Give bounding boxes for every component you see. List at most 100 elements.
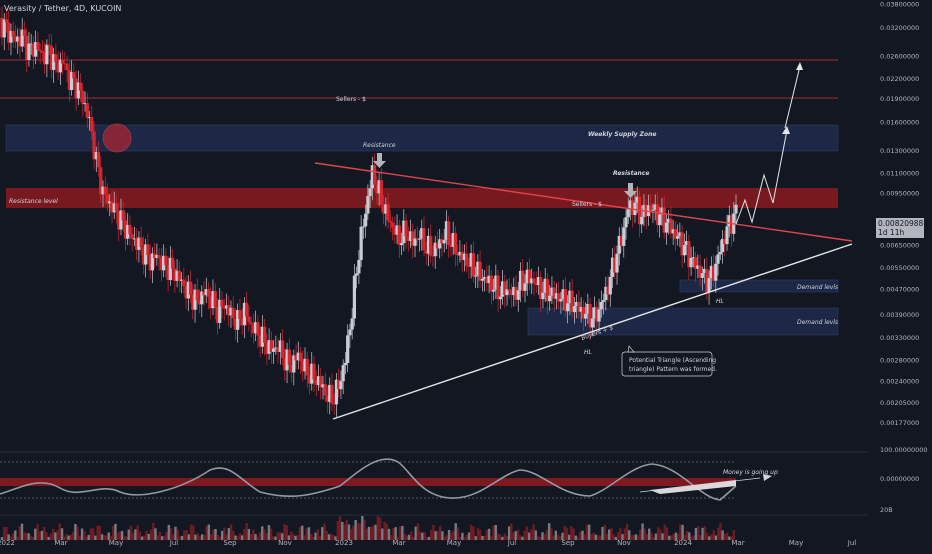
oscillator-tick-zero: 0.00000000 <box>880 475 919 483</box>
candle-body-168 <box>373 165 377 185</box>
candle-body-32 <box>67 69 71 90</box>
time-tick-4: Sep <box>223 539 237 547</box>
resistance-trendline[interactable] <box>314 162 853 242</box>
volume-bar-285 <box>634 534 638 540</box>
volume-bar-245 <box>545 530 549 540</box>
volume-bar-176 <box>392 528 395 540</box>
candle-body-326 <box>727 215 731 227</box>
volume-bar-213 <box>474 536 477 540</box>
candle-body-127 <box>280 340 285 359</box>
candle-body-151 <box>334 379 339 405</box>
volume-bar-163 <box>363 519 366 540</box>
projection-arrowhead-mid <box>782 126 790 134</box>
volume-bar-151 <box>336 521 340 540</box>
breakdown-highlight-circle <box>102 123 132 153</box>
volume-bar-321 <box>714 535 718 540</box>
candle-body-306 <box>682 244 686 256</box>
volume-bar-139 <box>309 534 313 540</box>
volume-bar-33 <box>74 524 77 540</box>
support-trendline[interactable] <box>332 243 853 420</box>
candle-body-175 <box>388 220 392 223</box>
time-tick-1: Mar <box>54 539 67 547</box>
candle-body-309 <box>689 257 693 268</box>
volume-bar-89 <box>198 536 202 540</box>
volume-bar-277 <box>616 532 620 540</box>
time-axis[interactable]: 2022 Mar May Jul Sep Nov 2023 Mar May Jul Sep Nov 20… <box>0 539 856 547</box>
candle-body-155 <box>343 363 348 366</box>
volume-bar-275 <box>612 533 615 540</box>
candle-body-126 <box>278 340 282 352</box>
hl-label-1: HL <box>584 349 592 356</box>
candle-body-311 <box>693 257 698 269</box>
candle-body-26 <box>54 54 58 63</box>
volume-bar-301 <box>670 535 673 540</box>
price-tick-13: 0.00390000 <box>880 311 919 319</box>
price-tick-11: 0.00550000 <box>880 264 919 272</box>
volume-bar-174 <box>387 528 391 540</box>
volume-bar-24 <box>54 532 57 540</box>
volume-bar-159 <box>354 519 357 540</box>
volume-bar-264 <box>588 524 591 540</box>
volume-bar-9 <box>20 523 24 540</box>
symbol-title[interactable]: Verasity / Tether, 4D, KUCOIN <box>4 4 122 13</box>
volume-bar-214 <box>476 527 480 540</box>
candle-body-99 <box>218 299 222 323</box>
candle-body-201 <box>447 221 451 245</box>
price-tick-7: 0.01100000 <box>880 170 919 178</box>
candle-body-251 <box>559 299 563 302</box>
volume-bar-97 <box>216 534 219 540</box>
time-tick-13: Mar <box>731 539 744 547</box>
volume-bar-326 <box>725 532 729 540</box>
volume-bar-149 <box>332 535 335 540</box>
volume-bar-130 <box>289 531 293 540</box>
candle-body-263 <box>586 303 590 314</box>
time-tick-8: May <box>447 539 461 547</box>
price-axis[interactable]: 0.03800000 0.03200000 0.02600000 0.02200000… <box>880 1 919 427</box>
volume-bar-259 <box>576 536 580 540</box>
volume-bar-200 <box>445 535 449 540</box>
volume-bar-15 <box>34 528 37 540</box>
candle-body-295 <box>658 214 662 226</box>
volume-bar-181 <box>403 533 406 540</box>
volume-bar-287 <box>639 529 642 540</box>
volume-bar-16 <box>36 524 39 540</box>
volume-bar-111 <box>247 528 251 540</box>
candle-body-109 <box>240 318 244 326</box>
volume-bar-230 <box>512 532 515 540</box>
candle-body-188 <box>417 238 422 240</box>
candle-body-103 <box>227 305 231 316</box>
candle-body-30 <box>63 63 67 65</box>
candle-body-68 <box>148 254 152 271</box>
volume-bar-126 <box>281 533 284 540</box>
resistance-label-1: Resistance <box>363 142 396 149</box>
candle-body-319 <box>711 265 716 281</box>
candle-body-57 <box>123 220 128 239</box>
candle-body-163 <box>361 226 365 228</box>
candle-body-248 <box>552 287 556 299</box>
volume-bar-260 <box>579 531 582 540</box>
volume-bar-76 <box>169 527 173 540</box>
demand-label-1: Demand levls <box>797 284 838 291</box>
volume-bar-164 <box>365 528 368 540</box>
candle-body-114 <box>251 324 256 334</box>
volume-bar-206 <box>458 536 462 540</box>
volume-bar-199 <box>443 536 446 540</box>
candle-body-272 <box>606 286 610 295</box>
time-tick-11: Nov <box>617 539 631 547</box>
candle-body-62 <box>135 238 139 250</box>
volume-bar-162 <box>361 515 364 540</box>
candle-body-230 <box>512 286 516 296</box>
volume-bar-220 <box>490 535 493 540</box>
candle-body-256 <box>570 290 574 313</box>
volume-bar-34 <box>76 526 79 540</box>
volume-bar-25 <box>56 530 59 540</box>
candle-body-164 <box>364 213 368 227</box>
candle-body-308 <box>687 241 691 268</box>
volume-bar-98 <box>218 536 222 540</box>
candle-body-296 <box>660 207 664 215</box>
candle-body-100 <box>220 299 224 307</box>
volume-bar-154 <box>343 524 346 540</box>
candle-body-194 <box>431 255 435 257</box>
